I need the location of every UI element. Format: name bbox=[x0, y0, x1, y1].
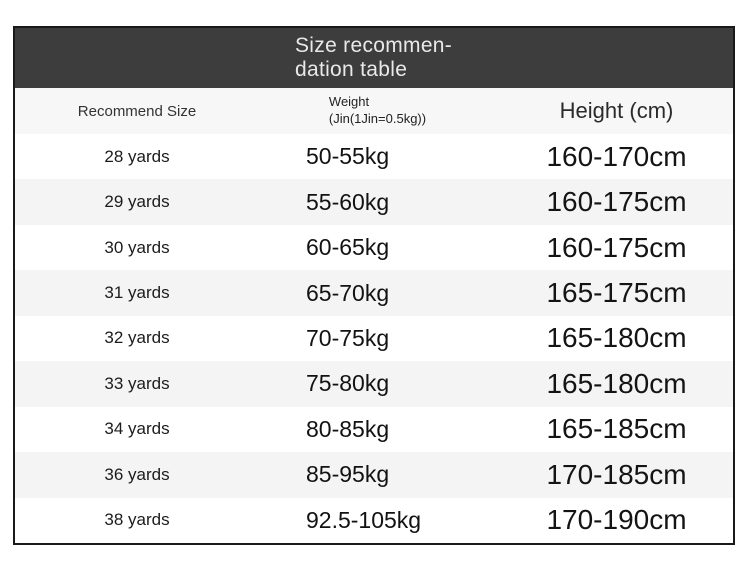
column-header-weight: Weight (Jin(1Jin=0.5kg)) bbox=[259, 94, 496, 128]
table-body: 28 yards 50-55kg 160-170cm 29 yards 55-60kg 1… bbox=[15, 134, 733, 543]
weight-cell: 70-75kg bbox=[306, 324, 390, 351]
height-cell: 165-180cm bbox=[546, 322, 687, 354]
table-row: 31 yards 65-70kg 165-175cm bbox=[15, 270, 733, 316]
size-cell: 33 yards bbox=[104, 373, 170, 393]
table-row: 29 yards 55-60kg 160-175cm bbox=[15, 179, 733, 225]
height-cell: 170-185cm bbox=[546, 458, 687, 490]
size-cell: 38 yards bbox=[104, 510, 170, 530]
weight-cell: 85-95kg bbox=[306, 461, 390, 488]
weight-cell: 65-70kg bbox=[306, 279, 390, 306]
size-cell: 31 yards bbox=[104, 283, 170, 303]
height-cell: 165-180cm bbox=[546, 367, 687, 399]
table-title: Size recommen- dation table bbox=[295, 34, 452, 83]
table-header-row: Recommend Size Weight (Jin(1Jin=0.5kg)) … bbox=[15, 88, 733, 134]
weight-header-line2: (Jin(1Jin=0.5kg)) bbox=[328, 110, 427, 126]
weight-cell: 50-55kg bbox=[306, 143, 390, 170]
weight-cell: 75-80kg bbox=[306, 370, 390, 397]
table-row: 38 yards 92.5-105kg 170-190cm bbox=[15, 497, 733, 543]
weight-cell: 55-60kg bbox=[306, 188, 390, 215]
table-row: 36 yards 85-95kg 170-185cm bbox=[15, 452, 733, 498]
size-cell: 29 yards bbox=[104, 192, 170, 212]
column-header-height: Height (cm) bbox=[559, 98, 674, 123]
weight-cell: 60-65kg bbox=[306, 234, 390, 261]
weight-cell: 80-85kg bbox=[306, 415, 390, 442]
weight-cell: 92.5-105kg bbox=[306, 506, 422, 533]
size-cell: 32 yards bbox=[104, 328, 170, 348]
size-recommendation-table: Size recommen- dation table Recommend Si… bbox=[13, 26, 735, 545]
table-title-line2: dation table bbox=[295, 58, 408, 81]
table-title-bar: Size recommen- dation table bbox=[15, 28, 733, 88]
column-header-weight-text: Weight (Jin(1Jin=0.5kg)) bbox=[329, 94, 426, 128]
table-title-line1: Size recommen- bbox=[295, 33, 453, 57]
table-row: 32 yards 70-75kg 165-180cm bbox=[15, 315, 733, 362]
size-cell: 28 yards bbox=[104, 146, 170, 166]
table-row: 30 yards 60-65kg 160-175cm bbox=[15, 224, 733, 271]
column-header-recommend-size: Recommend Size bbox=[77, 102, 197, 120]
height-cell: 160-170cm bbox=[546, 140, 687, 172]
height-cell: 160-175cm bbox=[546, 231, 687, 263]
table-row: 28 yards 50-55kg 160-170cm bbox=[15, 134, 733, 180]
table-row: 34 yards 80-85kg 165-185cm bbox=[15, 406, 733, 453]
height-cell: 165-185cm bbox=[546, 413, 687, 445]
table-row: 33 yards 75-80kg 165-180cm bbox=[15, 361, 733, 407]
size-cell: 36 yards bbox=[104, 464, 170, 484]
size-cell: 30 yards bbox=[104, 237, 170, 257]
weight-header-line1: Weight bbox=[328, 94, 370, 110]
height-cell: 160-175cm bbox=[546, 186, 687, 218]
height-cell: 165-175cm bbox=[546, 277, 687, 309]
height-cell: 170-190cm bbox=[546, 504, 687, 536]
size-cell: 34 yards bbox=[104, 419, 170, 439]
